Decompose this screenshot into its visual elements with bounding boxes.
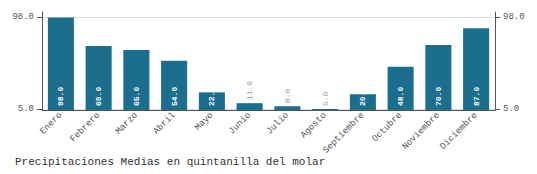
- svg-text:Junio: Junio: [227, 110, 253, 136]
- svg-text:Febrero: Febrero: [68, 110, 102, 144]
- svg-text:Septiembre: Septiembre: [321, 110, 366, 155]
- svg-text:5.0: 5.0: [321, 91, 330, 106]
- svg-text:98.0: 98.0: [12, 12, 34, 22]
- svg-text:Diciembre: Diciembre: [438, 110, 479, 151]
- svg-text:87.0: 87.0: [472, 87, 481, 106]
- svg-text:Agosto: Agosto: [299, 110, 329, 140]
- svg-text:Enero: Enero: [38, 110, 64, 136]
- svg-text:8.0: 8.0: [283, 89, 292, 104]
- svg-text:Julio: Julio: [265, 110, 291, 136]
- svg-text:70.0: 70.0: [434, 87, 443, 106]
- svg-text:Noviembre: Noviembre: [401, 110, 442, 151]
- svg-text:Precipitaciones Medias en quin: Precipitaciones Medias en quintanilla de…: [15, 156, 325, 168]
- svg-text:69.0: 69.0: [94, 87, 103, 106]
- svg-text:98.0: 98.0: [56, 87, 65, 106]
- svg-text:48.0: 48.0: [396, 87, 405, 106]
- svg-text:11.0: 11.0: [245, 81, 254, 100]
- svg-text:54.0: 54.0: [170, 87, 179, 106]
- svg-text:Marzo: Marzo: [114, 110, 140, 136]
- svg-text:5.0: 5.0: [18, 104, 34, 114]
- svg-text:Abril: Abril: [152, 110, 178, 136]
- svg-text:5.0: 5.0: [503, 104, 519, 114]
- svg-text:20.0: 20.0: [358, 87, 367, 106]
- svg-text:65.0: 65.0: [132, 87, 141, 106]
- svg-text:22.0: 22.0: [207, 87, 216, 106]
- svg-text:98.0: 98.0: [503, 12, 525, 22]
- svg-text:Octubre: Octubre: [370, 110, 404, 144]
- svg-text:Mayo: Mayo: [193, 110, 215, 132]
